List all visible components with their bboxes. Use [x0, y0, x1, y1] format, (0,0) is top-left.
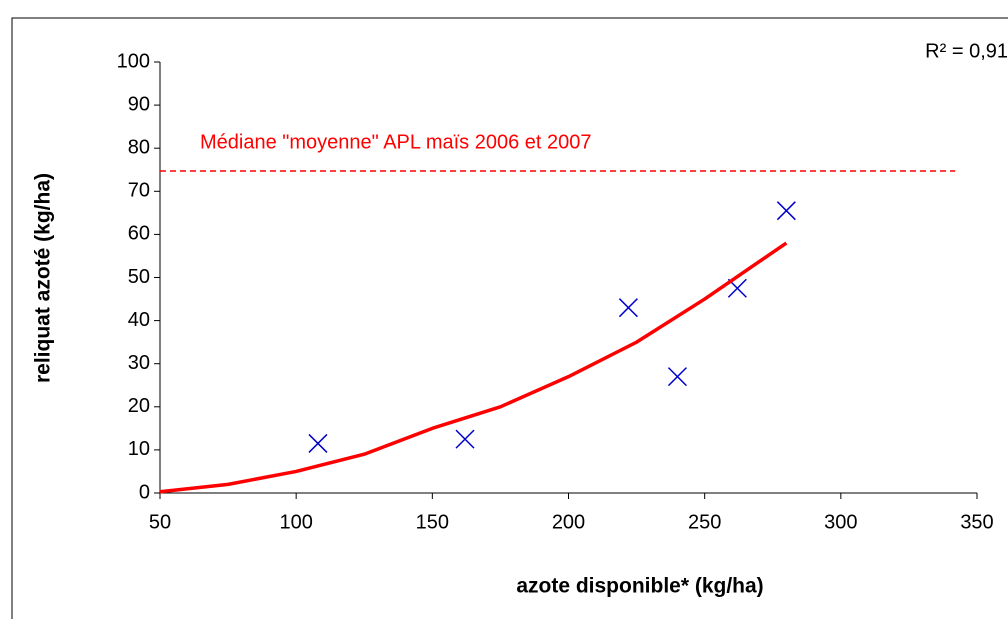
- x-tick-label: 250: [688, 511, 721, 533]
- point: [667, 367, 687, 387]
- reference-label: Médiane "moyenne" APL maïs 2006 et 2007: [200, 131, 592, 153]
- y-tick-label: 50: [128, 266, 150, 288]
- point: [776, 201, 796, 221]
- y-tick-label: 70: [128, 180, 150, 202]
- y-tick-label: 0: [139, 481, 150, 503]
- x-tick-label: 50: [149, 511, 171, 533]
- point: [455, 429, 475, 449]
- y-tick-label: 90: [128, 93, 150, 115]
- r-squared: R² = 0,91: [925, 40, 1008, 62]
- x-tick-label: 350: [960, 511, 993, 533]
- y-tick-label: 60: [128, 223, 150, 245]
- y-tick-label: 30: [128, 352, 150, 374]
- y-axis-label: reliquat azoté (kg/ha): [32, 173, 55, 383]
- chart-frame: [11, 17, 1008, 619]
- trend-line: [159, 241, 788, 494]
- x-tick-label: 150: [416, 511, 449, 533]
- y-tick-label: 80: [128, 136, 150, 158]
- point: [308, 433, 328, 453]
- y-tick-label: 100: [117, 50, 150, 72]
- y-tick-label: 40: [128, 309, 150, 331]
- x-tick-label: 200: [552, 511, 585, 533]
- y-tick-label: 20: [128, 395, 150, 417]
- x-tick-label: 300: [824, 511, 857, 533]
- x-axis-label: azote disponible* (kg/ha): [516, 575, 763, 598]
- x-tick-label: 100: [279, 511, 312, 533]
- point: [618, 298, 638, 318]
- y-tick-label: 10: [128, 438, 150, 460]
